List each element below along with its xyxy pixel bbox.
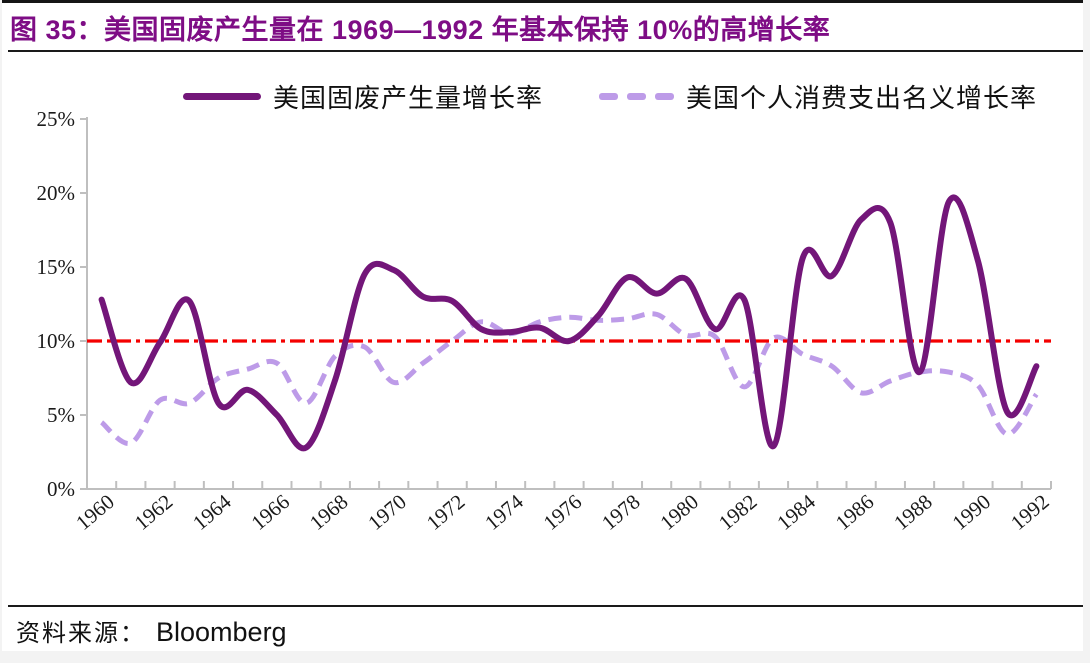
source-label: 资料来源： [16, 621, 146, 647]
source-divider [8, 605, 1083, 607]
x-tick-label: 1980 [655, 489, 703, 534]
solid-line-swatch-icon [183, 92, 261, 100]
x-tick-label: 1966 [246, 489, 294, 534]
source-note: 资料来源： Bloomberg [16, 613, 287, 648]
x-tick-label: 1968 [305, 489, 353, 534]
legend-item-solid-series: 美国固废产生量增长率 [183, 78, 543, 115]
x-tick-label: 1964 [188, 489, 236, 535]
y-tick-label: 25% [37, 107, 76, 131]
x-tick-label: 1984 [772, 489, 820, 535]
y-tick-label: 15% [37, 255, 76, 279]
axes: 0% 5% 10% 15% 20% 25% 1960 1962 1964 1966 1968 1970… [37, 107, 1054, 535]
x-tick-label: 1978 [597, 489, 645, 534]
x-tick-label: 1976 [539, 489, 587, 534]
x-tick-label: 1988 [889, 489, 937, 534]
x-tick-label: 1972 [422, 489, 470, 534]
legend: 美国固废产生量增长率 美国个人消费支出名义增长率 [183, 78, 1037, 114]
x-tick-label: 1986 [831, 489, 879, 534]
y-tick-label: 10% [37, 329, 76, 353]
x-tick-label: 1974 [480, 489, 528, 535]
legend-label: 美国固废产生量增长率 [273, 83, 544, 113]
series-solid-line [98, 194, 1040, 452]
legend-item-dashed-series: 美国个人消费支出名义增长率 [599, 78, 1037, 115]
y-tick-label: 20% [37, 181, 76, 205]
x-tick-label: 1992 [1006, 489, 1054, 534]
page-title: 图 35：美国固废产生量在 1969—1992 年基本保持 10%的高增长率 [10, 15, 831, 45]
series-dashed-line [99, 311, 1039, 446]
top-border-line [2, 0, 1083, 3]
x-tick-label: 1982 [714, 489, 762, 534]
y-tick-label: 0% [47, 477, 75, 501]
x-tick-label: 1970 [363, 489, 411, 534]
x-tick-label: 1962 [130, 489, 178, 534]
dashed-line-swatch-icon [599, 92, 675, 100]
x-tick-label: 1960 [71, 489, 119, 534]
title-divider [8, 50, 1083, 52]
legend-label: 美国个人消费支出名义增长率 [686, 83, 1038, 113]
y-tick-label: 5% [47, 403, 75, 427]
x-tick-label: 1990 [948, 489, 996, 534]
source-value: Bloomberg [156, 617, 287, 647]
